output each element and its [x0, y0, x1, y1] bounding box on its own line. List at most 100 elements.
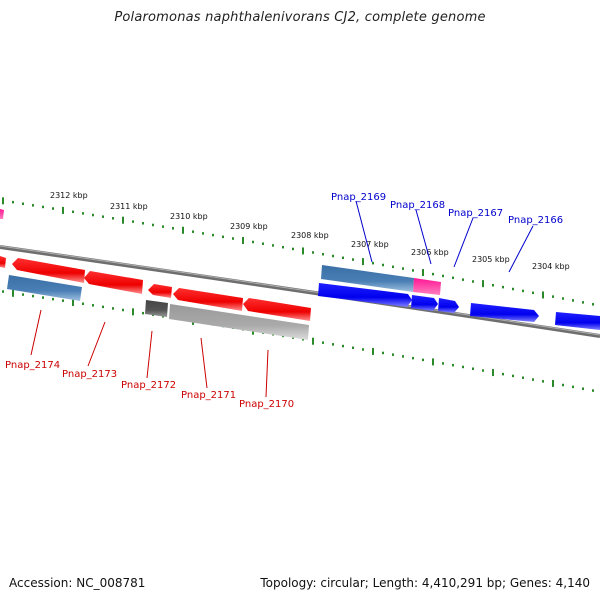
forward-strand-genes	[318, 265, 600, 330]
minor-tick	[552, 295, 554, 298]
gene-arrow-reverse[interactable]	[84, 271, 143, 294]
gene-label-forward[interactable]: Pnap_2166	[508, 215, 563, 226]
gene-label-reverse[interactable]: Pnap_2170	[239, 399, 294, 410]
gene-fragment-pink[interactable]	[0, 209, 4, 219]
gene-arrow-forward[interactable]	[438, 298, 459, 313]
major-tick	[482, 280, 484, 288]
kbp-label: 2306 kbp	[411, 248, 449, 257]
minor-tick	[212, 233, 214, 237]
kbp-label: 2304 kbp	[532, 262, 570, 271]
gene-arrow-forward[interactable]	[411, 295, 438, 311]
minor-tick	[382, 351, 384, 355]
major-tick	[362, 258, 364, 266]
label-leader-line	[200, 337, 208, 389]
minor-tick	[72, 210, 74, 214]
gene-label-reverse[interactable]: Pnap_2172	[121, 380, 176, 391]
major-tick	[72, 298, 74, 306]
minor-tick	[472, 367, 474, 370]
minor-tick	[572, 385, 574, 389]
gene-label-forward[interactable]: Pnap_2167	[448, 208, 503, 219]
minor-tick	[332, 343, 334, 346]
genome-summary-text: Topology: circular; Length: 4,410,291 bp…	[260, 576, 590, 590]
minor-tick	[282, 245, 284, 249]
minor-tick	[572, 299, 574, 302]
rna-gene-block[interactable]	[321, 265, 414, 292]
minor-tick	[52, 297, 54, 301]
minor-tick	[502, 285, 504, 289]
gene-arrow-reverse[interactable]	[0, 256, 6, 268]
genome-backbone	[0, 245, 600, 338]
minor-tick	[562, 383, 564, 387]
kbp-label: 2310 kbp	[170, 212, 208, 221]
minor-tick	[32, 204, 34, 207]
minor-tick	[362, 348, 364, 351]
minor-tick	[532, 378, 534, 381]
gene-label-reverse[interactable]: Pnap_2174	[5, 360, 60, 371]
label-leader-line	[146, 330, 153, 379]
major-tick	[372, 347, 374, 355]
minor-tick	[312, 251, 314, 254]
gene-block-pink[interactable]	[413, 278, 441, 295]
minor-tick	[272, 244, 274, 247]
rna-gene-block[interactable]	[7, 275, 82, 301]
minor-tick	[52, 207, 54, 210]
gene-arrow-reverse[interactable]	[243, 298, 311, 321]
gene-label-forward[interactable]: Pnap_2168	[390, 200, 445, 211]
minor-tick	[562, 297, 564, 300]
upper-tick-ring	[2, 197, 594, 306]
minor-tick	[402, 355, 404, 358]
minor-tick	[162, 225, 164, 228]
gene-label-reverse[interactable]: Pnap_2171	[181, 390, 236, 401]
gene-arrow-reverse[interactable]	[173, 288, 243, 311]
minor-tick	[442, 274, 444, 278]
gene-arrow-reverse[interactable]	[12, 258, 85, 283]
minor-tick	[402, 267, 404, 270]
minor-tick	[172, 227, 174, 230]
major-tick	[422, 269, 424, 277]
gene-label-forward[interactable]: Pnap_2169	[331, 192, 386, 203]
gene-label-reverse[interactable]: Pnap_2173	[62, 369, 117, 380]
major-tick	[432, 358, 434, 366]
minor-tick	[302, 338, 304, 341]
minor-tick	[412, 356, 414, 360]
pseudo-gene-block[interactable]	[169, 304, 309, 340]
minor-tick	[542, 380, 544, 383]
minor-tick	[142, 311, 144, 315]
minor-tick	[82, 302, 84, 306]
kbp-label: 2309 kbp	[230, 222, 268, 231]
major-tick	[62, 206, 64, 214]
major-tick	[312, 337, 314, 345]
gene-arrow-reverse[interactable]	[148, 284, 172, 298]
minor-tick	[582, 387, 584, 390]
minor-tick	[332, 254, 334, 258]
minor-tick	[532, 291, 534, 295]
label-leader-line	[415, 209, 432, 265]
minor-tick	[372, 261, 374, 265]
gene-arrow-forward[interactable]	[555, 312, 600, 330]
minor-tick	[442, 362, 444, 365]
minor-tick	[492, 283, 494, 287]
label-leader-line	[87, 321, 106, 367]
minor-tick	[112, 217, 114, 220]
minor-tick	[2, 290, 4, 293]
major-tick	[492, 369, 494, 377]
gene-arrow-forward[interactable]	[318, 283, 412, 307]
label-leader-line	[30, 309, 42, 356]
label-leader-line	[355, 200, 373, 263]
minor-tick	[462, 278, 464, 281]
gene-block-dark[interactable]	[145, 300, 168, 317]
minor-tick	[322, 341, 324, 344]
label-leader-line	[508, 225, 534, 273]
minor-tick	[592, 303, 594, 306]
reverse-strand-genes	[0, 256, 311, 340]
reverse-gene-labels: Pnap_2174 Pnap_2173 Pnap_2172 Pnap_2171 …	[5, 309, 294, 410]
minor-tick	[522, 289, 524, 293]
minor-tick	[112, 307, 114, 310]
minor-tick	[452, 276, 454, 280]
gene-arrow-forward[interactable]	[470, 303, 539, 322]
minor-tick	[32, 294, 34, 298]
minor-tick	[152, 223, 154, 227]
minor-tick	[22, 293, 24, 296]
minor-tick	[352, 258, 354, 261]
